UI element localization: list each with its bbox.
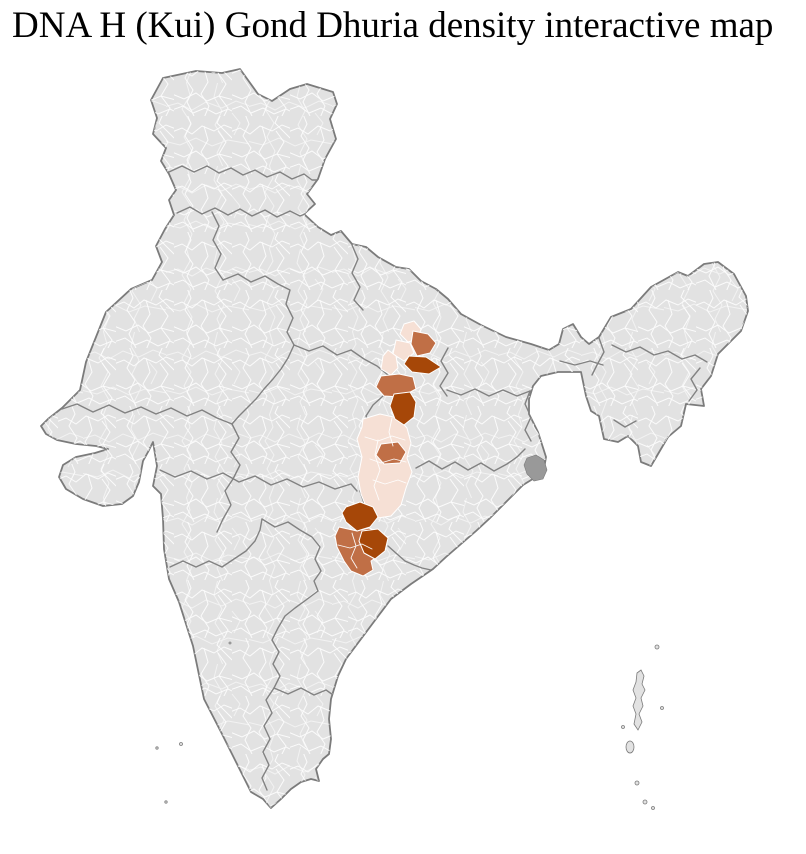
page-title: DNA H (Kui) Gond Dhuria density interact… [12, 5, 774, 46]
delta-marsh-area [523, 454, 548, 482]
density-district-high[interactable] [358, 528, 389, 560]
density-districts[interactable] [334, 320, 442, 577]
highlight-subdistrict-lines [337, 417, 407, 569]
lakshadweep-islands[interactable] [155, 641, 232, 804]
density-district-mid[interactable] [375, 441, 407, 465]
density-district-high[interactable] [389, 391, 417, 426]
density-district-low[interactable] [356, 413, 413, 519]
density-district-mid[interactable] [410, 330, 437, 357]
andaman-nicobar-islands[interactable] [621, 644, 664, 810]
density-district-high[interactable] [403, 355, 442, 375]
density-district-high[interactable] [341, 501, 379, 532]
